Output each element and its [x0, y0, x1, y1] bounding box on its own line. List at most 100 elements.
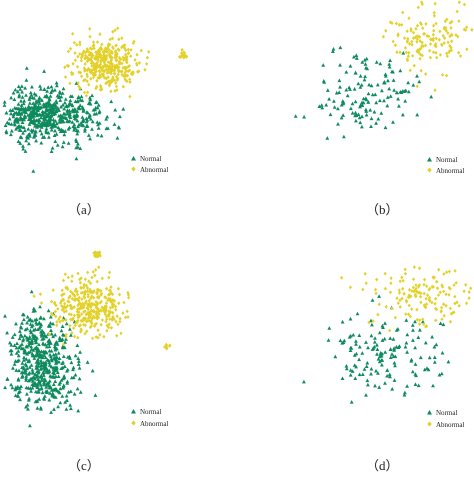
abnormal-point — [361, 287, 365, 292]
normal-point — [365, 378, 370, 383]
abnormal-point — [109, 71, 113, 76]
normal-point — [397, 344, 402, 348]
normal-point — [3, 385, 7, 390]
normal-point — [390, 352, 394, 356]
normal-point — [434, 342, 439, 347]
normal-point — [364, 97, 369, 102]
normal-point — [380, 88, 384, 93]
normal-point — [38, 383, 43, 387]
normal-point — [25, 403, 30, 407]
normal-point — [40, 375, 45, 380]
normal-point — [64, 116, 69, 120]
normal-point — [388, 58, 392, 62]
abnormal-point — [391, 39, 395, 44]
normal-point — [20, 342, 24, 346]
normal-point — [19, 103, 24, 107]
normal-point — [357, 372, 362, 377]
abnormal-point — [448, 306, 452, 311]
normal-point — [38, 87, 43, 91]
legend-abnormal-marker-d — [427, 421, 432, 427]
normal-point — [44, 108, 48, 112]
abnormal-point — [104, 295, 108, 300]
normal-point — [17, 368, 21, 373]
legend-normal-label-b: Normal — [436, 156, 457, 164]
legend-normal-label-c: Normal — [140, 408, 161, 416]
normal-point — [47, 379, 52, 383]
abnormal-point — [117, 61, 121, 66]
normal-point — [54, 132, 59, 136]
abnormal-point — [408, 68, 412, 73]
abnormal-point — [448, 49, 452, 53]
normal-point — [35, 118, 40, 123]
abnormal-point — [32, 294, 36, 299]
abnormal-point — [414, 286, 418, 291]
abnormal-point — [72, 313, 76, 318]
normal-point — [75, 386, 80, 391]
normal-point — [413, 362, 418, 366]
abnormal-point — [469, 286, 473, 291]
normal-point — [88, 101, 93, 106]
normal-point — [19, 135, 24, 140]
normal-point — [39, 315, 43, 319]
normal-point — [66, 355, 70, 359]
normal-point — [358, 104, 362, 109]
normal-point — [47, 369, 52, 374]
abnormal-point — [407, 50, 411, 55]
normal-point — [416, 383, 421, 388]
normal-point — [47, 135, 51, 139]
abnormal-point — [400, 296, 404, 301]
normal-point — [375, 343, 379, 347]
normal-point — [9, 128, 14, 133]
normal-point — [57, 117, 62, 121]
normal-point — [366, 91, 371, 96]
normal-point — [49, 354, 53, 359]
abnormal-point — [410, 307, 414, 311]
abnormal-point — [418, 56, 422, 61]
normal-point — [415, 74, 419, 78]
normal-point — [37, 95, 42, 100]
abnormal-point — [102, 52, 106, 57]
abnormal-point — [86, 294, 90, 299]
abnormal-point — [180, 53, 184, 57]
normal-point — [25, 366, 30, 371]
normal-point — [341, 101, 346, 106]
normal-point — [399, 90, 404, 94]
abnormal-point — [417, 34, 421, 39]
abnormal-point — [432, 10, 436, 15]
abnormal-point — [51, 288, 55, 292]
normal-point — [373, 383, 377, 388]
normal-point — [388, 355, 393, 359]
normal-point — [26, 398, 31, 402]
abnormal-point — [98, 32, 102, 37]
normal-point — [19, 384, 23, 388]
normal-point — [54, 359, 59, 363]
normal-point — [37, 342, 41, 347]
abnormal-point — [415, 37, 419, 41]
abnormal-point — [106, 75, 110, 80]
normal-point — [392, 360, 397, 365]
normal-point — [49, 149, 54, 153]
abnormal-point — [396, 33, 400, 38]
normal-point — [94, 100, 99, 104]
abnormal-point — [93, 273, 97, 278]
abnormal-point — [104, 314, 109, 319]
normal-point — [39, 322, 44, 327]
abnormal-point — [128, 77, 132, 82]
abnormal-point — [58, 315, 62, 319]
normal-point — [14, 127, 18, 131]
normal-point — [403, 390, 407, 395]
normal-point — [404, 318, 409, 322]
normal-point — [385, 373, 389, 378]
normal-point — [339, 115, 344, 120]
abnormal-point — [425, 34, 429, 38]
normal-point — [75, 343, 80, 347]
abnormal-point — [54, 314, 58, 319]
normal-point — [49, 90, 53, 94]
abnormal-point — [108, 82, 112, 86]
abnormal-point — [114, 84, 118, 89]
normal-point — [71, 124, 76, 129]
normal-point — [15, 384, 20, 389]
normal-point — [32, 96, 36, 100]
abnormal-point — [444, 28, 448, 33]
normal-point — [357, 357, 361, 362]
